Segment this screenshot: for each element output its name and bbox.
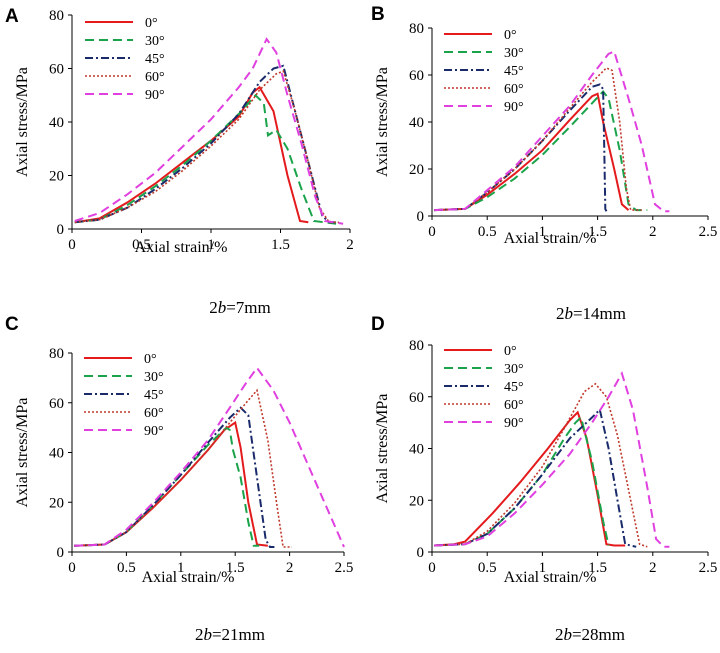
x-tick-label: 2 [649,224,657,240]
series-line-30deg [74,93,337,225]
series-line-0deg [74,85,309,224]
x-axis-title: Axial strain/% [504,569,597,586]
y-tick-label: 40 [409,115,424,131]
legend-label: 45° [145,52,165,67]
y-tick-label: 40 [49,115,64,131]
x-tick-label: 1 [207,237,215,253]
y-tick-label: 60 [409,390,424,406]
y-axis-title: Axial stress/MPa [374,394,391,504]
x-tick-label: 1 [539,560,547,576]
x-tick-label: 0.5 [478,560,497,576]
x-tick-label: 0.5 [478,224,497,240]
x-tick-label: 0.5 [117,560,136,576]
y-tick-label: 20 [49,169,64,185]
legend-label: 30° [145,34,165,49]
y-tick-label: 80 [409,338,424,354]
series-line-90deg [74,37,344,225]
panel-caption: 2b=21mm [195,625,265,644]
panel-caption: 2b=14mm [556,304,626,323]
legend-label: 0° [145,16,158,31]
x-tick-label: 2 [286,560,294,576]
panel-letter: A [5,6,19,27]
legend-label: 60° [504,82,524,97]
y-tick-label: 80 [409,21,424,37]
legend-label: 0° [504,344,517,359]
y-tick-label: 40 [49,446,64,462]
series-line-45deg [434,407,637,548]
series-line-90deg [74,366,345,548]
legend-label: 60° [145,70,165,85]
series-line-30deg [434,415,610,547]
x-axis-title: Axial strain/% [142,569,235,586]
x-tick-label: 0 [428,560,436,576]
y-tick-label: 0 [57,545,65,561]
x-axis-title: Axial strain/% [504,230,597,247]
x-tick-label: 1.5 [226,560,245,576]
series-line-45deg [74,406,275,548]
x-tick-label: 0.5 [132,237,151,253]
y-tick-label: 0 [417,545,425,561]
x-tick-label: 2.5 [335,560,354,576]
panel-d: D 0 20 40 60 80 0 0.5 1 1.5 2 2.5 Axial strain/% Axia… [371,314,717,644]
y-tick-label: 60 [409,68,424,84]
x-tick-label: 2.5 [699,224,718,240]
y-tick-label: 60 [49,396,64,412]
legend-label: 30° [504,46,524,61]
panel-caption: 2b=7mm [209,298,271,317]
legend-label: 90° [504,416,524,431]
legend-label: 0° [144,352,157,367]
x-tick-label: 2 [346,237,354,253]
legend-label: 30° [504,362,524,377]
series-line-90deg [434,50,670,213]
y-axis-title: Axial stress/MPa [374,67,391,177]
x-tick-label: 0 [68,237,76,253]
y-tick-label: 20 [409,493,424,509]
x-tick-label: 1.5 [271,237,290,253]
series-line-90deg [434,370,670,548]
y-tick-label: 40 [409,442,424,458]
panel-caption: 2b=28mm [555,625,625,644]
series-line-30deg [434,89,648,212]
series-line-60deg [434,382,648,548]
y-tick-label: 20 [409,162,424,178]
series-line-0deg [434,92,630,212]
legend-label: 45° [504,64,524,79]
legend-label: 45° [504,380,524,395]
x-tick-label: 0 [68,560,76,576]
series-line-45deg [74,64,337,224]
legend-label: 45° [144,388,164,403]
y-axis-title: Axial stress/MPa [14,398,31,508]
legend-label: 90° [144,424,164,439]
y-tick-label: 0 [57,222,65,238]
panel-a: A 0 20 40 60 80 0 0.5 1 1.5 2 Axial strain/% Axial s… [5,6,354,317]
y-tick-label: 80 [49,346,64,362]
x-tick-label: 0 [428,224,436,240]
panel-c: C 0 20 40 60 80 0 0.5 1 1.5 2 2.5 Axial strain/% Axia… [5,314,353,644]
legend-label: 0° [504,28,517,43]
legend-label: 60° [504,398,524,413]
legend-label: 90° [145,88,165,103]
y-tick-label: 80 [49,8,64,24]
y-tick-label: 0 [417,209,425,225]
x-tick-label: 1.5 [588,224,607,240]
x-axis-title: Axial strain/% [135,239,228,256]
x-tick-label: 1 [539,224,547,240]
panel-b: B 0 20 40 60 80 0 0.5 1 1.5 2 2.5 Axial strain/% Axia… [371,4,717,323]
legend-label: 90° [504,100,524,115]
y-tick-label: 20 [49,495,64,511]
legend-label: 60° [144,406,164,421]
y-axis-title: Axial stress/MPa [14,67,31,177]
x-tick-label: 2.5 [699,560,718,576]
panel-letter: D [371,314,385,335]
panel-letter: B [371,4,385,25]
series-line-60deg [434,67,642,211]
y-tick-label: 60 [49,62,64,78]
x-tick-label: 1 [177,560,185,576]
x-tick-label: 2 [649,560,657,576]
x-tick-label: 1.5 [588,560,607,576]
series-line-0deg [434,410,626,547]
panel-letter: C [5,314,19,335]
legend-label: 30° [144,370,164,385]
